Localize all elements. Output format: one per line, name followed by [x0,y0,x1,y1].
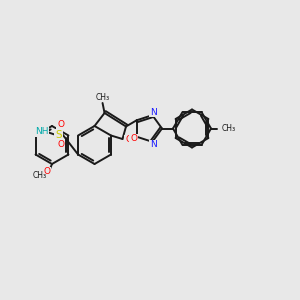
Text: O: O [57,120,64,129]
Text: N: N [150,140,157,149]
Text: CH₃: CH₃ [222,124,236,133]
Text: CH₃: CH₃ [33,172,47,181]
Text: S: S [55,130,62,140]
Text: CH₃: CH₃ [95,94,110,103]
Text: NH: NH [35,127,48,136]
Text: O: O [130,134,137,143]
Text: N: N [150,108,157,117]
Text: O: O [57,140,64,149]
Text: O: O [44,167,50,176]
Text: O: O [125,136,132,145]
